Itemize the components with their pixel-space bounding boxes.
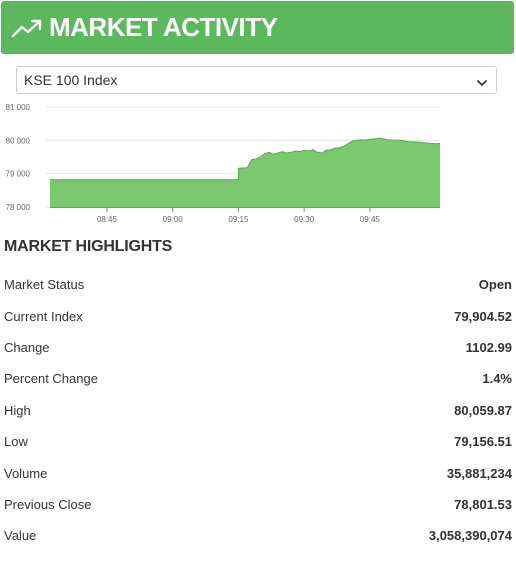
page-title: MARKET ACTIVITY: [49, 12, 278, 42]
highlight-value: 1102.99: [465, 339, 512, 355]
highlight-label: Volume: [4, 465, 48, 481]
highlight-label: Low: [4, 434, 28, 450]
highlight-value: 79,156.51: [454, 434, 512, 450]
area-fill: [50, 138, 440, 207]
highlight-value: 1.4%: [482, 371, 512, 387]
index-select-value: KSE 100 Index: [24, 72, 118, 88]
market-activity-header: MARKET ACTIVITY: [1, 1, 514, 54]
index-area-chart: 78 000 79 000 80 000 81 000 08:45 09:00 09:15 0…: [6, 103, 441, 224]
highlights-table: Market Status Open Current Index 79,904.52 C…: [0, 269, 516, 552]
series-line: [50, 137, 441, 181]
highlight-row: Low 79,156.51: [0, 426, 516, 457]
highlight-row: Change 1102.99: [0, 332, 516, 363]
highlight-value: 78,801.53: [454, 496, 512, 512]
highlight-value: 79,904.52: [454, 308, 512, 324]
highlight-row: Value 3,058,390,074: [0, 520, 516, 551]
market-highlights-title: MARKET HIGHLIGHTS: [4, 238, 173, 255]
y-tick-label: 79 000: [6, 170, 31, 179]
highlight-label: Market Status: [4, 277, 85, 293]
highlight-value: 80,059.87: [454, 402, 512, 418]
highlight-value: 35,881,234: [446, 465, 512, 481]
y-tick-label: 81 000: [6, 103, 31, 112]
highlight-value: 3,058,390,074: [428, 528, 512, 544]
highlight-row: Market Status Open: [0, 269, 516, 300]
x-tick-label: 09:45: [360, 215, 381, 224]
y-tick-label: 80 000: [6, 136, 31, 145]
x-tick-label: 09:15: [228, 215, 249, 224]
highlight-label: High: [4, 402, 31, 418]
highlight-label: Percent Change: [4, 371, 98, 387]
highlight-label: Value: [4, 528, 37, 544]
highlight-row: High 80,059.87: [0, 395, 516, 426]
x-tick-label: 09:30: [294, 215, 315, 224]
index-select[interactable]: KSE 100 Index: [16, 66, 497, 94]
highlight-label: Previous Close: [4, 496, 92, 512]
highlight-row: Volume 35,881,234: [0, 457, 516, 488]
trending-up-icon: [11, 16, 43, 40]
x-tick-label: 08:45: [97, 215, 118, 224]
highlight-row: Previous Close 78,801.53: [0, 489, 516, 520]
highlight-label: Current Index: [4, 308, 83, 324]
x-tick-label: 09:00: [163, 215, 184, 224]
highlight-value: Open: [478, 277, 512, 293]
y-tick-label: 78 000: [6, 203, 31, 212]
chevron-down-icon: [476, 75, 488, 86]
highlight-row: Current Index 79,904.52: [0, 300, 516, 331]
highlight-row: Percent Change 1.4%: [0, 363, 516, 394]
highlight-label: Change: [4, 339, 50, 355]
